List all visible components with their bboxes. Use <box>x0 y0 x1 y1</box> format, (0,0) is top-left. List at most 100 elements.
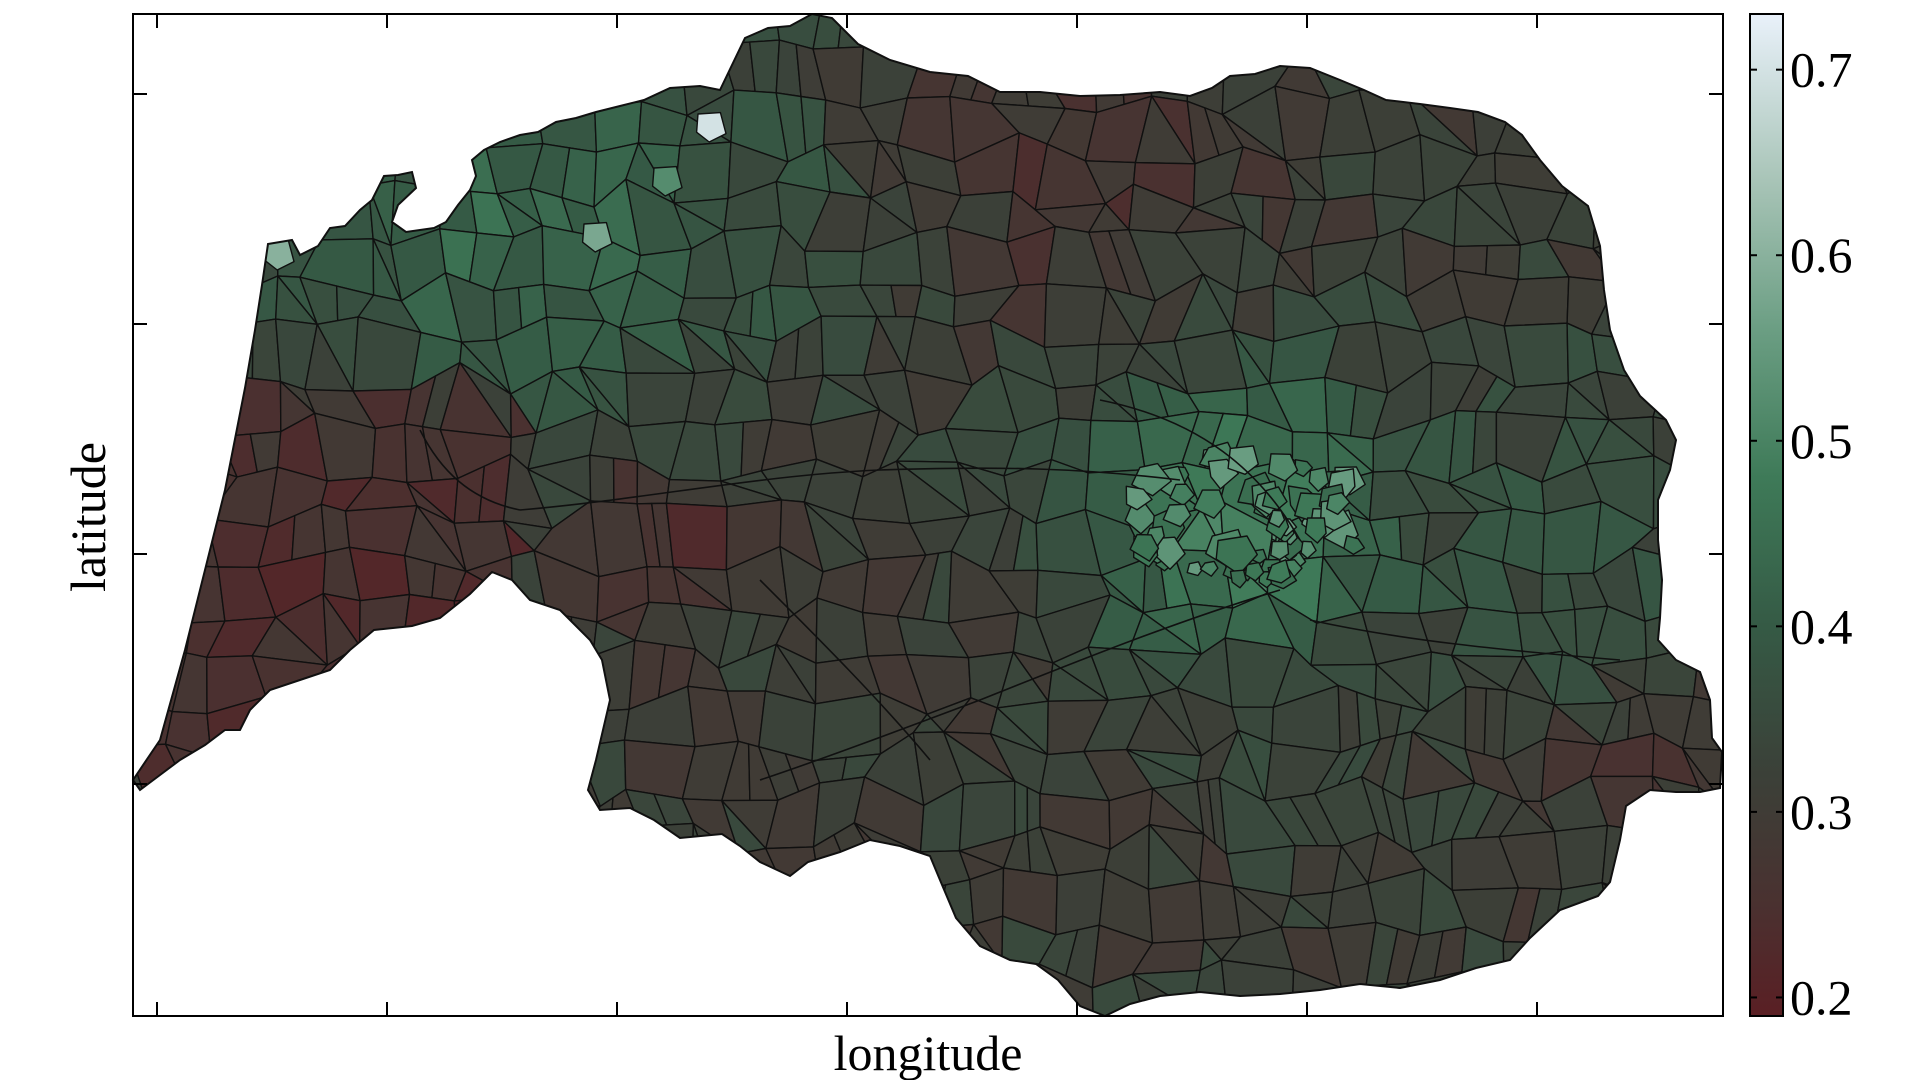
municipality-region <box>451 1013 501 1016</box>
municipality-region <box>498 959 558 1016</box>
municipality-region <box>635 1021 666 1061</box>
municipality-region <box>1300 540 1317 560</box>
municipality-region <box>454 42 493 115</box>
municipality-region <box>310 835 367 885</box>
municipality-region <box>1314 985 1377 1016</box>
colorbar-tick-label: 0.4 <box>1790 598 1853 654</box>
municipality-region <box>169 46 231 115</box>
municipality-region <box>1147 880 1205 944</box>
municipality-region <box>898 926 938 985</box>
municipality-region <box>165 564 226 624</box>
municipality-region <box>439 827 487 896</box>
municipality-region <box>1652 455 1698 530</box>
municipality-region <box>169 920 231 981</box>
municipality-region <box>1601 882 1656 926</box>
municipality-region <box>267 14 325 51</box>
municipality-region <box>1279 14 1327 62</box>
municipality-region <box>559 800 601 839</box>
municipality-region <box>267 775 327 840</box>
x-axis-ticks <box>156 14 1538 1016</box>
municipality-region <box>1049 14 1097 57</box>
municipality-region <box>1461 971 1516 1016</box>
municipality-region <box>344 969 420 1016</box>
municipality-region <box>714 879 781 929</box>
municipality-region <box>134 331 186 379</box>
municipality-region <box>348 546 411 602</box>
municipality-region <box>1308 466 1330 492</box>
municipality-region <box>365 111 417 155</box>
municipality-region <box>451 14 505 54</box>
y-axis-label: latitude <box>60 442 116 592</box>
municipality-region <box>280 919 331 991</box>
municipality-region <box>133 147 158 201</box>
municipality-region <box>1270 540 1290 561</box>
municipality-region <box>267 731 327 785</box>
municipality-region <box>1546 95 1617 164</box>
municipality-region <box>399 593 459 667</box>
municipality-region <box>1193 489 1226 519</box>
municipality-region <box>450 777 487 834</box>
municipality-region <box>364 878 423 941</box>
municipality-region <box>1711 838 1722 886</box>
municipality-region <box>483 827 523 875</box>
municipality-region <box>133 454 176 520</box>
municipality-region <box>594 961 641 1016</box>
municipality-region <box>357 789 400 841</box>
municipality-region <box>1417 21 1458 67</box>
municipality-region <box>581 221 613 253</box>
municipality-region <box>133 271 190 347</box>
municipality-region <box>137 927 188 965</box>
municipality-region <box>512 959 558 1016</box>
municipality-region <box>1456 14 1527 67</box>
municipality-region <box>1685 476 1722 519</box>
municipality-region <box>719 14 781 45</box>
municipality-region <box>1186 14 1212 72</box>
municipality-region <box>535 47 596 109</box>
municipality-region <box>200 775 237 851</box>
municipality-region <box>1326 492 1351 516</box>
municipality-region <box>139 101 171 157</box>
municipality-region <box>928 923 975 987</box>
municipality-region <box>405 14 456 44</box>
municipality-region <box>1464 685 1487 756</box>
municipality-region <box>1509 1008 1563 1016</box>
municipality-borders <box>419 399 1621 781</box>
municipality-region <box>411 42 456 119</box>
municipality-region <box>543 16 591 54</box>
municipality-region <box>184 365 225 438</box>
municipality-region <box>1697 592 1722 647</box>
municipality-region <box>397 739 459 791</box>
municipality-region <box>485 85 544 149</box>
plot-frame <box>132 13 1724 1017</box>
municipality-region <box>639 822 694 871</box>
municipality-region <box>548 685 593 748</box>
municipality-region <box>175 14 231 48</box>
municipality-region <box>1683 281 1722 344</box>
municipality-region <box>454 42 505 87</box>
municipality-region <box>1683 235 1722 286</box>
municipality-region <box>484 685 560 740</box>
municipality-region <box>1634 113 1691 162</box>
municipality-region <box>551 936 575 972</box>
municipality-region <box>571 884 588 940</box>
municipality-region <box>714 921 768 986</box>
municipality-region <box>571 937 596 968</box>
colorbar-tick-label: 0.2 <box>1790 969 1853 1025</box>
municipality-region <box>1033 20 1095 59</box>
municipality-region <box>137 561 192 624</box>
municipality-region <box>389 789 452 834</box>
colorbar-tick-label: 0.7 <box>1790 42 1853 98</box>
municipality-region <box>1509 14 1547 59</box>
municipality-region <box>609 921 641 974</box>
municipality-region <box>171 870 201 929</box>
municipality-region <box>1677 913 1722 975</box>
municipality-region <box>205 285 232 337</box>
municipality-region <box>271 898 331 933</box>
municipality-region <box>212 99 266 159</box>
municipality-region <box>225 775 275 851</box>
municipality-region <box>1162 503 1192 528</box>
municipality-region <box>1555 1008 1603 1016</box>
municipality-region <box>166 419 238 478</box>
municipality-region <box>420 829 452 896</box>
municipality-region <box>165 822 237 878</box>
